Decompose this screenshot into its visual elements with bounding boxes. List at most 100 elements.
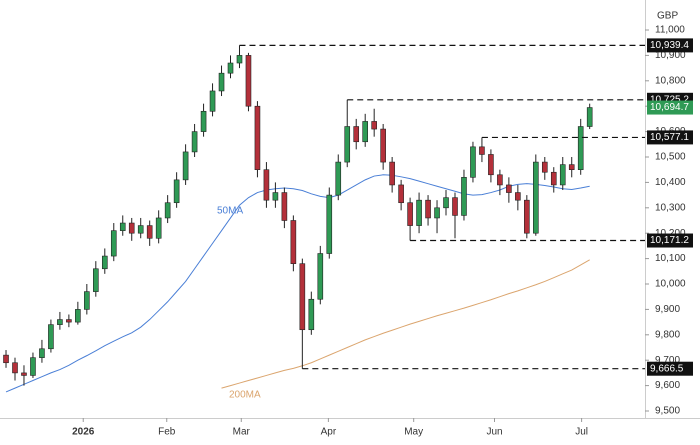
candle-body [577, 126, 584, 170]
candle-body [344, 126, 351, 163]
candle-body [281, 192, 288, 221]
candle-body [497, 174, 503, 186]
candle-body [245, 55, 252, 107]
candle-body [380, 128, 386, 163]
candle-body [137, 225, 144, 234]
y-tick-label: 9,900 [655, 304, 680, 315]
candle-body [263, 169, 270, 201]
candle-body [371, 121, 377, 130]
level-label: 10,171.2 [650, 235, 689, 246]
candle-body [506, 184, 512, 193]
candle-body [407, 202, 413, 226]
candle-body [57, 319, 63, 325]
legend-label: 200MA [229, 390, 261, 401]
level-label-box [647, 38, 693, 53]
candle-body [299, 263, 306, 331]
candle-body [21, 372, 27, 376]
candle-body [254, 105, 261, 170]
candle-body [398, 184, 404, 204]
candle-body [362, 121, 368, 143]
candle-body [524, 199, 530, 234]
x-tick-label: Jun [486, 427, 502, 438]
candle-body [110, 230, 117, 257]
legend-label: 50MA [217, 206, 243, 217]
candle-body [227, 62, 234, 74]
candle-body [308, 298, 315, 331]
candle-body [290, 220, 297, 264]
candle-body [48, 324, 54, 350]
candle-body [434, 207, 440, 219]
y-tick-label: 10,000 [655, 279, 686, 290]
y-tick-label: 9,600 [655, 380, 680, 391]
level-label-box [647, 233, 693, 248]
candle-body [550, 171, 557, 186]
moving-average-line [5, 174, 590, 393]
candle-body [12, 362, 18, 374]
candle-body [3, 354, 9, 364]
candle-body [84, 291, 90, 310]
candle-body [533, 161, 539, 234]
last-price-box [647, 100, 693, 115]
candle-body [326, 194, 333, 254]
level-labels: 10,939.4 10,725.2 10,577.1 10,171.2 9,666.5 1… [647, 38, 693, 376]
candle-body [470, 146, 476, 178]
candle-body [173, 179, 180, 204]
y-tick-label: 9,700 [655, 355, 680, 366]
candle-body [586, 107, 593, 127]
candle-body [461, 177, 467, 216]
candle-body [389, 161, 395, 186]
level-label: 10,725.2 [650, 94, 689, 105]
ticks: 9,500 9,600 9,700 9,800 9,900 10,000 10,100 10,… [72, 25, 686, 438]
candle-body [335, 161, 342, 196]
x-tick-label: 2026 [72, 427, 95, 438]
moving-average-line [221, 259, 590, 389]
level-label-box [647, 130, 693, 145]
candle-body [236, 55, 243, 64]
level-label: 10,577.1 [650, 132, 689, 143]
candle-body [191, 131, 198, 153]
candle-body [272, 192, 279, 201]
y-tick-label: 11,000 [655, 25, 685, 36]
level-label-box [647, 361, 693, 376]
candle-body [218, 72, 225, 92]
candle-body [479, 146, 485, 155]
candle-body [541, 161, 548, 173]
candle-body [155, 217, 162, 239]
y-tick-label: 10,300 [655, 202, 686, 213]
candle-body [452, 197, 458, 216]
candle-body [488, 154, 494, 176]
y-tick-label: 9,800 [655, 329, 680, 340]
candle-body [425, 199, 431, 219]
candle-body [568, 164, 575, 170]
y-tick-label: 10,900 [655, 50, 686, 61]
candle-body [128, 222, 135, 234]
y-tick-label: 10,500 [655, 152, 686, 163]
candle-body [559, 164, 566, 186]
y-tick-label: 10,800 [655, 75, 686, 86]
level-label: 9,666.5 [650, 363, 684, 374]
candle-body [317, 253, 324, 300]
last-price-label: 10,694.7 [650, 102, 689, 113]
candle-body [39, 348, 45, 358]
candle-body [416, 199, 422, 226]
candle-body [30, 357, 36, 376]
y-tick-label: 10,200 [655, 228, 686, 239]
x-tick-label: Feb [158, 427, 176, 438]
x-tick-label: May [404, 427, 423, 438]
candle-body [515, 192, 521, 201]
y-tick-label: 10,100 [655, 253, 686, 264]
candle-body [353, 126, 360, 143]
y-tick-label: 10,400 [655, 177, 686, 188]
candle-body [182, 151, 189, 181]
candle-body [164, 202, 171, 219]
currency: GBP [657, 11, 678, 22]
y-tick-label: 9,500 [655, 406, 680, 417]
x-tick-label: Jul [575, 427, 588, 438]
candle-body [75, 309, 81, 323]
candle-body [66, 319, 72, 323]
plot-area: 50MA 200MA [3, 44, 645, 401]
candle-body [93, 268, 99, 292]
candle-body [200, 110, 207, 132]
candle-body [146, 225, 153, 239]
